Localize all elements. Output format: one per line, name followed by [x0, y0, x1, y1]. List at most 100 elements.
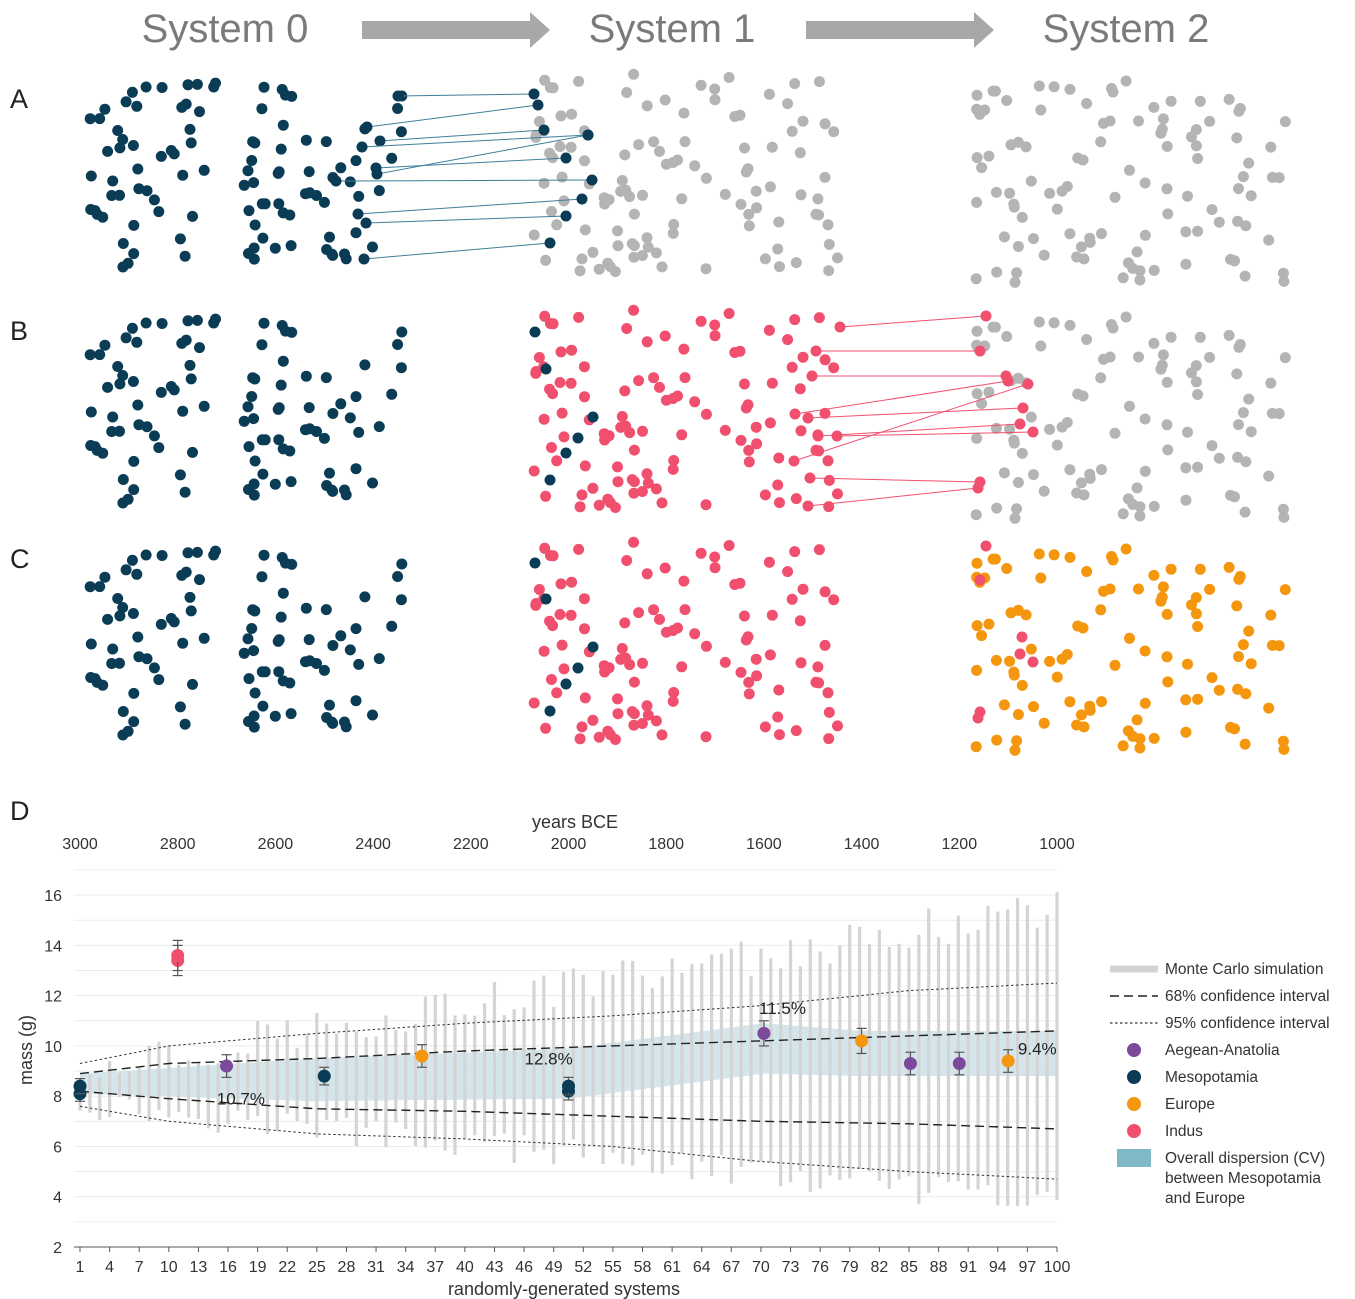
system1-point [602, 493, 614, 505]
system1-point [823, 265, 835, 277]
system1-point [602, 725, 614, 737]
system0-point [128, 484, 140, 496]
system2-point [1245, 426, 1257, 438]
arrow-icon [362, 12, 550, 48]
link-line [375, 157, 567, 169]
system1-point [819, 354, 831, 366]
system2-point [1004, 655, 1016, 667]
system2-point [1048, 81, 1060, 93]
system0-point [272, 635, 284, 647]
system1-point [790, 257, 802, 269]
system0-point [303, 402, 315, 414]
system0-point [277, 355, 289, 367]
system1-point [774, 497, 785, 509]
system1-point [709, 83, 721, 95]
system2-point [1038, 249, 1050, 261]
system2-point [1061, 649, 1073, 660]
system1-point [574, 501, 586, 513]
system1-point [538, 413, 550, 425]
system0-point [133, 419, 145, 431]
system1-point [743, 676, 755, 688]
system0-point [320, 136, 332, 148]
system1-point [695, 79, 707, 91]
system2-point [1161, 608, 1173, 620]
system1-point [709, 551, 721, 563]
system2-point [1035, 340, 1047, 352]
system1-point [832, 488, 843, 500]
system0-point [140, 81, 152, 93]
system0-point [97, 447, 109, 459]
link-line [366, 104, 539, 128]
y-axis-title: mass (g) [16, 1015, 36, 1085]
system0-point [155, 386, 167, 398]
system0-point [184, 123, 196, 135]
system2-point [1165, 331, 1177, 343]
system2-point [1077, 622, 1089, 634]
system2-point [1131, 482, 1143, 494]
system0-point [396, 558, 408, 570]
y-tick-label: 6 [53, 1139, 62, 1156]
y-tick-label: 4 [53, 1190, 62, 1207]
x-bottom-tick-label: 64 [693, 1259, 711, 1276]
system1-point [602, 257, 614, 269]
system0-point [102, 381, 114, 393]
system1-point [709, 330, 721, 342]
system2-point [1120, 311, 1132, 323]
system2-point [1131, 246, 1143, 258]
system0-point [133, 651, 145, 663]
system0-point [187, 678, 198, 690]
system1-point [719, 188, 731, 200]
system2-point [1273, 172, 1285, 184]
system2-point [1012, 136, 1024, 148]
system2-point [1278, 511, 1290, 523]
system0-point [269, 242, 281, 254]
ci95-upper-line [79, 982, 1058, 1064]
system2-point [1009, 512, 1021, 524]
linked-point [374, 135, 386, 147]
mesopotamia-point [540, 593, 552, 605]
system0-point [153, 206, 165, 218]
x-top-tick-label: 1600 [746, 836, 782, 853]
system1-point [555, 110, 567, 122]
system2-point [1148, 337, 1160, 349]
system1-point [636, 250, 648, 261]
system2-point [1139, 413, 1151, 425]
system2-point [1064, 696, 1076, 708]
system2-point [1124, 400, 1135, 412]
system1-point [676, 661, 688, 673]
system2-point [1131, 714, 1143, 726]
system1-point [551, 687, 563, 699]
system0-point [99, 339, 111, 351]
system0-point [177, 405, 189, 417]
system1-point [743, 220, 755, 232]
system1-point [633, 375, 645, 387]
system0-point [131, 100, 143, 112]
system0-point [273, 198, 285, 210]
system2-point [976, 162, 988, 174]
system2-point [1232, 683, 1244, 695]
system1-point [773, 684, 785, 696]
system1-point [621, 555, 633, 566]
linked-point [330, 175, 342, 187]
system1-point [624, 427, 636, 439]
linked-point [360, 217, 372, 229]
system0-point [117, 370, 129, 381]
system1-point [642, 241, 654, 253]
mesopotamia-point [572, 432, 584, 444]
system1-point [819, 586, 831, 598]
system1-point [679, 604, 691, 616]
system2-point [971, 664, 983, 676]
system0-point [174, 701, 186, 713]
linked-point [352, 208, 364, 220]
system2-point [1064, 83, 1076, 95]
system0-point [194, 342, 205, 354]
system2-point [989, 85, 1001, 97]
system0-point [275, 143, 287, 155]
system2-point [1084, 468, 1096, 480]
system2-point [1182, 426, 1193, 438]
panel-label-b: B [10, 316, 28, 346]
system1-point [599, 198, 611, 210]
system1-point [823, 733, 835, 745]
system2-point [1081, 98, 1093, 109]
system1-point [650, 715, 662, 727]
